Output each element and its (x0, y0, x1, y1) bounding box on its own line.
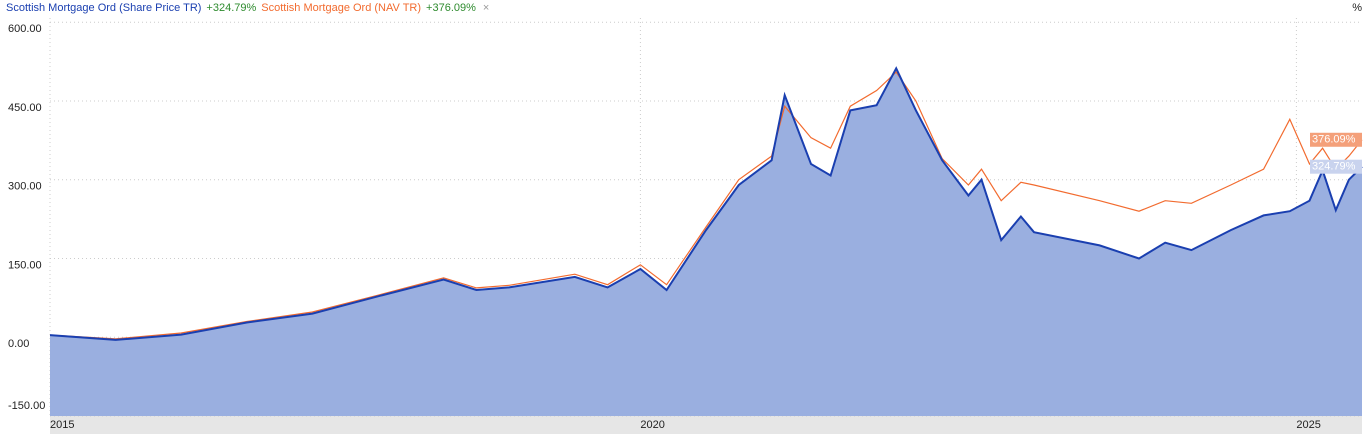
y-tick-label: 300.00 (8, 181, 42, 193)
x-tick-label: 2015 (50, 419, 74, 431)
x-axis-band (50, 416, 1362, 434)
y-tick-label: 0.00 (8, 338, 29, 350)
x-tick-label: 2025 (1296, 419, 1320, 431)
y-tick-label: -150.00 (8, 400, 45, 412)
y-tick-label: 450.00 (8, 102, 42, 114)
y-axis-band (0, 18, 50, 434)
unit-label: % (1352, 2, 1362, 14)
legend-entry: Scottish Mortgage Ord (NAV TR) (261, 2, 421, 14)
legend-change: +376.09% (426, 2, 476, 14)
end-label-box (1310, 132, 1362, 147)
close-icon: × (483, 2, 489, 14)
legend-change: +324.79% (206, 2, 256, 14)
line (49, 66, 1363, 341)
line (49, 71, 1363, 340)
x-tick-label: 2020 (640, 419, 664, 431)
end-label: 376.09% (1312, 134, 1356, 146)
legend-entry: Scottish Mortgage Ord (Share Price TR) (6, 2, 201, 14)
y-tick-label: 600.00 (8, 23, 42, 35)
y-tick-label: 150.00 (8, 259, 42, 271)
area (50, 68, 1362, 417)
end-label-box (1310, 159, 1362, 174)
legend: Scottish Mortgage Ord (Share Price TR) +3… (6, 2, 489, 14)
end-label: 324.79% (1312, 161, 1356, 173)
